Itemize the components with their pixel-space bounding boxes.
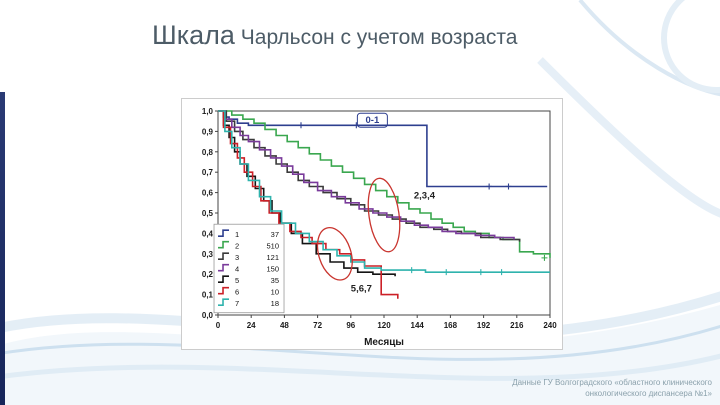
svg-text:2: 2 — [235, 242, 239, 251]
svg-text:0,0: 0,0 — [202, 311, 214, 320]
svg-text:35: 35 — [271, 276, 279, 285]
footer-source-line1: Данные ГУ Волгоградского «областного кли… — [512, 377, 712, 387]
svg-text:0,6: 0,6 — [202, 189, 214, 198]
svg-text:6: 6 — [235, 288, 239, 297]
svg-text:120: 120 — [377, 321, 391, 330]
svg-text:0: 0 — [216, 321, 221, 330]
svg-text:168: 168 — [444, 321, 458, 330]
svg-text:0,4: 0,4 — [202, 229, 214, 238]
svg-text:0,2: 0,2 — [202, 270, 214, 279]
left-accent-bar — [0, 92, 5, 405]
svg-text:48: 48 — [280, 321, 289, 330]
svg-text:96: 96 — [346, 321, 355, 330]
chart-panel: 0,0 0,1 0,2 0,3 0,4 0,5 0,6 0,7 0,8 0,9 1,0 0 24 48 72… — [181, 98, 563, 350]
svg-text:0,7: 0,7 — [202, 168, 214, 177]
svg-text:24: 24 — [247, 321, 256, 330]
page-title-lead: Шкала — [152, 20, 235, 50]
footer-source-line2: онкологического диспансера №1» — [585, 388, 712, 398]
footer-source: Данные ГУ Волгоградского «областного кли… — [512, 377, 712, 399]
svg-text:3: 3 — [235, 253, 239, 262]
svg-text:121: 121 — [267, 253, 280, 262]
page-title-rest: Чарльсон с учетом возраста — [234, 26, 518, 49]
svg-text:0,1: 0,1 — [202, 291, 214, 300]
svg-text:240: 240 — [543, 321, 557, 330]
svg-text:72: 72 — [313, 321, 322, 330]
svg-text:7: 7 — [235, 299, 239, 308]
svg-text:0,5: 0,5 — [202, 209, 214, 218]
svg-text:5: 5 — [235, 276, 239, 285]
svg-text:1: 1 — [235, 230, 239, 239]
svg-text:18: 18 — [271, 299, 279, 308]
svg-text:10: 10 — [271, 288, 279, 297]
svg-text:4: 4 — [235, 265, 239, 274]
svg-text:2,3,4: 2,3,4 — [414, 191, 436, 202]
svg-text:0-1: 0-1 — [366, 115, 380, 126]
svg-text:0,8: 0,8 — [202, 148, 214, 157]
svg-text:1,0: 1,0 — [202, 107, 214, 116]
svg-text:0,3: 0,3 — [202, 250, 214, 259]
km-chart: 0,00,10,20,30,40,50,60,70,80,91,00 24 48 72… — [202, 107, 557, 348]
svg-text:150: 150 — [267, 265, 280, 274]
svg-text:144: 144 — [411, 321, 425, 330]
page-title: Шкала Чарльсон с учетом возраста — [152, 20, 517, 51]
svg-text:5,6,7: 5,6,7 — [351, 284, 372, 295]
svg-text:510: 510 — [267, 242, 280, 251]
svg-text:37: 37 — [271, 230, 279, 239]
svg-text:0,9: 0,9 — [202, 127, 214, 136]
svg-text:192: 192 — [477, 321, 491, 330]
svg-text:Месяцы: Месяцы — [364, 337, 404, 348]
svg-text:216: 216 — [510, 321, 524, 330]
